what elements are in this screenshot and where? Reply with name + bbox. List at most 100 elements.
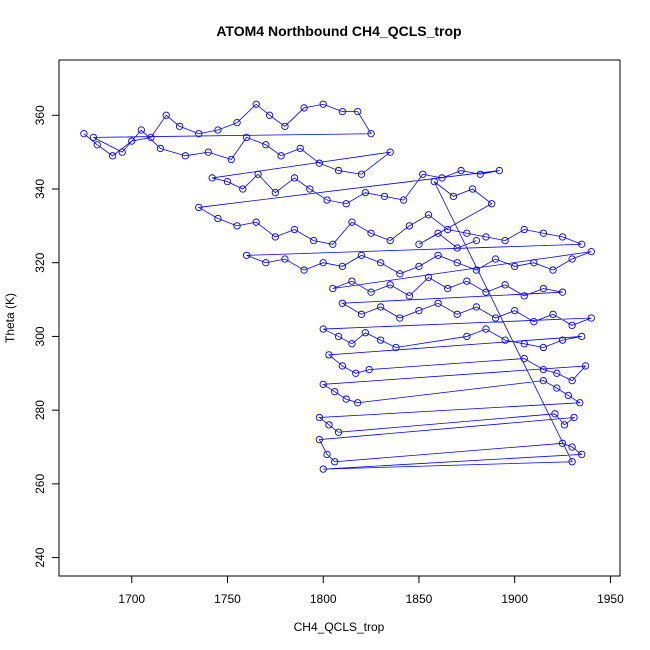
chart-title: ATOM4 Northbound CH4_QCLS_trop (216, 23, 461, 39)
data-point (468, 185, 477, 193)
x-axis-label: CH4_QCLS_trop (294, 620, 385, 634)
data-point (568, 458, 576, 466)
data-point (453, 259, 461, 267)
data-point (296, 144, 304, 153)
data-point (271, 233, 280, 241)
data-point (434, 299, 442, 307)
data-point (380, 192, 389, 201)
data-point (560, 421, 569, 429)
data-point (530, 259, 538, 267)
y-tick-label: 260 (33, 474, 47, 494)
data-point (310, 236, 318, 245)
data-point (338, 299, 347, 307)
data-point (323, 450, 331, 459)
data-point (564, 391, 572, 400)
data-point (319, 100, 327, 108)
data-point (488, 200, 496, 208)
data-point (549, 266, 557, 274)
data-point (558, 288, 567, 296)
data-point (491, 314, 500, 322)
data-point (319, 325, 327, 333)
data-point (352, 369, 360, 377)
data-point (80, 130, 88, 138)
data-point (511, 306, 519, 315)
data-point (568, 377, 576, 385)
data-point (348, 340, 356, 348)
data-point (501, 336, 509, 344)
data-point (147, 133, 155, 142)
data-point (323, 196, 331, 204)
data-point (396, 270, 404, 278)
data-point (195, 203, 203, 212)
data-point (93, 141, 101, 149)
data-point (354, 399, 362, 407)
data-point (281, 122, 289, 130)
data-point (377, 336, 385, 344)
data-point (227, 155, 235, 164)
data-point (262, 141, 270, 149)
data-point (520, 340, 528, 348)
data-point (239, 185, 247, 193)
y-axis: 240 260 280 300 320 340 360 (33, 105, 59, 568)
data-point (415, 262, 423, 271)
data-point (405, 292, 414, 300)
data-point (365, 365, 373, 374)
data-point (181, 152, 190, 160)
data-point (551, 410, 559, 418)
data-point (392, 343, 400, 352)
data-point (89, 133, 98, 142)
data-point (558, 336, 567, 344)
x-tick-label: 1900 (501, 592, 528, 606)
data-point (367, 229, 375, 237)
data-point (587, 314, 595, 322)
data-point (214, 126, 222, 134)
data-point (334, 332, 343, 341)
data-point (252, 100, 260, 108)
data-point (367, 288, 375, 296)
data-point (581, 362, 590, 370)
data-point (277, 152, 285, 160)
data-point (399, 196, 408, 204)
data-point (334, 166, 343, 175)
data-point (315, 159, 324, 167)
y-tick-label: 320 (33, 252, 47, 272)
data-point (396, 314, 404, 322)
data-point (386, 148, 394, 156)
data-point (386, 281, 394, 289)
data-point (300, 266, 308, 274)
data-point (262, 259, 270, 267)
x-tick-label: 1750 (214, 592, 241, 606)
data-point (495, 166, 504, 175)
data-point (271, 189, 280, 197)
data-point (319, 465, 327, 473)
data-point (204, 148, 212, 156)
data-point (290, 174, 299, 182)
data-point (444, 225, 452, 234)
data-point (252, 218, 260, 226)
data-point (325, 351, 333, 359)
data-point (208, 174, 216, 182)
data-point (444, 284, 452, 293)
data-point (539, 284, 548, 293)
data-point (357, 251, 366, 259)
data-point (342, 395, 350, 403)
data-point (453, 310, 461, 318)
data-point (434, 251, 442, 259)
data-point (453, 244, 461, 252)
data-point (530, 318, 538, 326)
data-point (338, 262, 347, 271)
y-tick-label: 240 (33, 547, 47, 567)
data-point (501, 281, 509, 289)
x-tick-label: 1950 (597, 592, 624, 606)
data-point (377, 259, 385, 267)
data-point (405, 222, 414, 230)
data-point (463, 277, 471, 285)
data-point (472, 266, 481, 274)
data-point (223, 177, 232, 186)
data-point (482, 233, 490, 241)
data-point (578, 332, 586, 341)
data-point (539, 365, 548, 374)
data-point (319, 380, 327, 388)
data-point (568, 443, 576, 451)
